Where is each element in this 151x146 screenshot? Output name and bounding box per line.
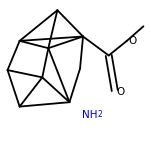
Text: 2: 2 (97, 110, 102, 119)
Text: O: O (128, 36, 137, 46)
Text: NH: NH (82, 110, 97, 120)
Text: O: O (116, 87, 125, 97)
